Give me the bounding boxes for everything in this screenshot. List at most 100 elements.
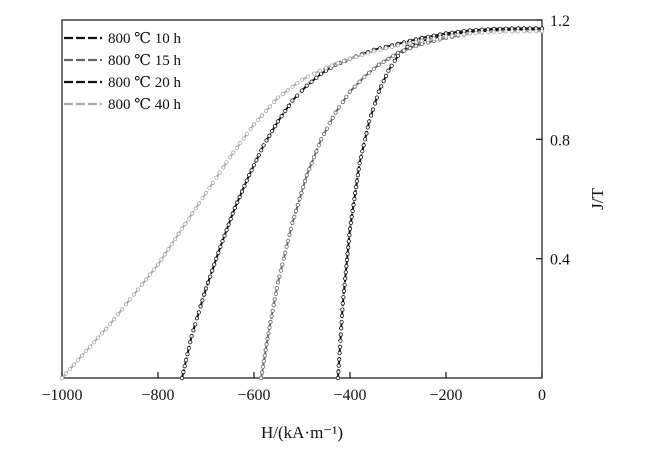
series-point <box>295 81 300 86</box>
legend-item: 800 ℃ 40 h <box>64 97 182 113</box>
series-point <box>335 61 341 66</box>
series-point <box>143 277 149 282</box>
y-tick-label: 0.8 <box>550 132 570 149</box>
series-point <box>347 226 353 231</box>
series-point <box>309 79 314 84</box>
series-point <box>271 99 277 105</box>
y-axis-ticks: 0.4 0.8 1.2 <box>536 13 570 269</box>
series-point <box>339 313 345 318</box>
series-point <box>190 211 195 216</box>
series-point <box>347 232 352 238</box>
series-point <box>341 295 346 300</box>
series-point <box>270 128 275 134</box>
series-point <box>67 366 73 372</box>
series-point <box>349 214 354 219</box>
series-point <box>251 163 257 168</box>
series-point <box>358 155 364 160</box>
series-point <box>392 58 397 63</box>
series-point <box>359 52 365 58</box>
series-point <box>266 331 271 336</box>
series-point <box>159 257 164 262</box>
series-point <box>295 202 300 208</box>
x-tick-label: 0 <box>538 387 546 404</box>
y-tick-label: 1.2 <box>550 13 570 30</box>
series-point <box>371 49 377 54</box>
series-point <box>383 73 389 79</box>
series-point <box>273 291 278 296</box>
series-point <box>327 121 332 126</box>
series-point <box>449 33 455 38</box>
series-point <box>407 40 413 46</box>
series-point <box>338 338 343 343</box>
y-tick-label: 0.4 <box>550 252 570 269</box>
series-point <box>367 119 372 124</box>
series-point <box>274 286 279 291</box>
series-point <box>336 363 341 368</box>
series-point <box>87 344 93 349</box>
series-point <box>267 104 273 109</box>
series-point <box>237 194 242 200</box>
legend-label: 800 ℃ 40 h <box>108 97 182 113</box>
series-point <box>340 307 345 312</box>
series-point <box>340 99 345 105</box>
series-point <box>344 257 350 262</box>
series-point <box>188 340 193 345</box>
series-point <box>123 302 129 307</box>
series-point <box>353 54 359 60</box>
series-point <box>91 340 97 345</box>
series-point <box>155 262 161 267</box>
series-point <box>311 71 317 76</box>
series-point <box>314 75 319 80</box>
x-tick-label: −400 <box>333 387 366 404</box>
series-point <box>305 74 311 79</box>
series-point <box>79 353 85 358</box>
series-point <box>533 29 539 34</box>
series-point <box>350 208 355 213</box>
series-point <box>367 70 372 75</box>
series-point <box>278 268 283 273</box>
series-point <box>272 124 278 129</box>
series-point <box>503 29 509 34</box>
series-point <box>336 369 341 374</box>
series-point <box>299 190 304 196</box>
series-point <box>376 89 381 94</box>
series-point <box>344 94 349 99</box>
series-point <box>179 375 185 381</box>
series-point <box>186 216 191 221</box>
series-point <box>337 344 343 349</box>
series-point <box>244 178 249 183</box>
series-point <box>203 286 209 291</box>
series-point <box>183 221 188 226</box>
legend-label: 800 ℃ 15 h <box>108 53 182 69</box>
series-point <box>249 168 254 173</box>
series-point <box>275 95 281 100</box>
series-point <box>63 371 69 376</box>
series-point <box>198 304 203 309</box>
series-point <box>151 267 157 272</box>
series-point <box>361 143 366 148</box>
x-tick-label: −600 <box>237 387 270 404</box>
series-point <box>179 226 185 231</box>
series-point <box>228 216 233 222</box>
series-point <box>255 117 261 123</box>
series-point <box>419 38 425 44</box>
series-point <box>345 251 350 256</box>
series-point <box>111 317 117 322</box>
series-point <box>383 46 389 51</box>
series-point <box>292 214 297 219</box>
series-point <box>330 115 335 121</box>
series-point <box>284 244 289 249</box>
series-point <box>214 256 219 261</box>
series-point <box>425 37 431 42</box>
series-point <box>173 237 178 242</box>
series-point <box>316 143 321 148</box>
series-point <box>338 332 343 337</box>
legend-item: 800 ℃ 20 h <box>64 75 182 91</box>
series-point <box>115 312 121 317</box>
series-point <box>485 30 491 35</box>
series-point <box>352 196 357 202</box>
series-point <box>539 29 545 34</box>
series-point <box>119 307 125 312</box>
series-point <box>344 263 349 269</box>
series-point <box>270 308 275 313</box>
